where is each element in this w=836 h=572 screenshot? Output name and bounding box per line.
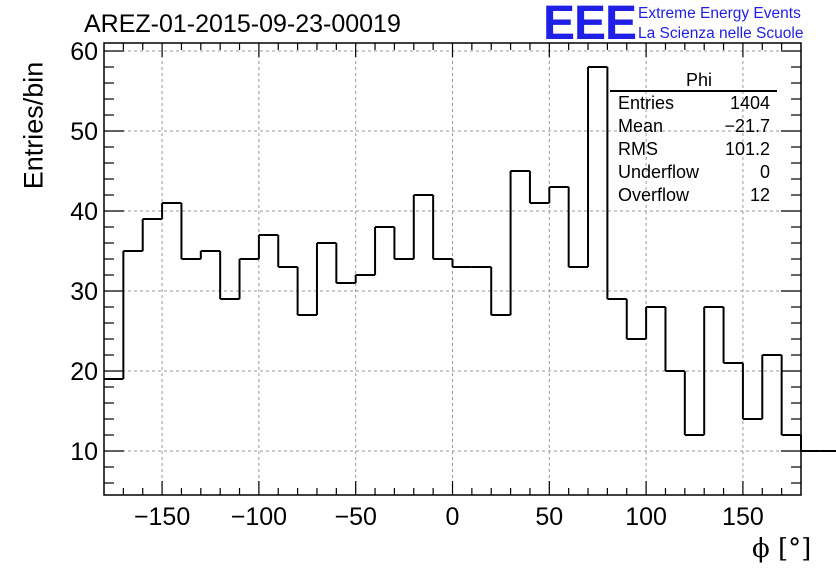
stats-value: 1404 — [729, 93, 770, 113]
stats-row-mean: Mean −21.7 — [610, 115, 780, 138]
stats-value: 101.2 — [724, 139, 770, 159]
stats-value: −21.7 — [724, 116, 770, 136]
x-tick-label: 150 — [722, 503, 764, 531]
stats-divider — [610, 90, 777, 92]
stats-value: 12 — [749, 185, 770, 205]
stats-title: Phi — [685, 70, 712, 90]
stats-label: Underflow — [618, 162, 700, 182]
y-tick-label: 40 — [70, 198, 98, 226]
stats-row-underflow: Underflow 0 — [610, 161, 780, 184]
x-axis-label: ϕ [°] — [752, 534, 812, 564]
x-tick-label: −100 — [231, 503, 287, 531]
stats-row-rms: RMS 101.2 — [610, 138, 780, 161]
y-tick-label: 20 — [70, 358, 98, 386]
x-tick-label: 0 — [446, 503, 460, 531]
x-tick-label: 100 — [625, 503, 667, 531]
tick-labels: −150 −100 −50 0 50 100 150 10 20 30 40 50 60 — [70, 38, 764, 531]
logo-caption-line1: Extreme Energy Events — [638, 5, 801, 22]
chart-title: AREZ-01-2015-09-23-00019 — [84, 10, 401, 38]
eee-logo: EEE — [543, 0, 637, 50]
y-tick-label: 30 — [70, 278, 98, 306]
x-tick-label: 50 — [535, 503, 563, 531]
stats-row-overflow: Overflow 12 — [610, 184, 780, 207]
stats-label: Overflow — [618, 185, 690, 205]
logo-caption: Extreme Energy Events La Scienza nelle S… — [638, 4, 803, 44]
chart-axes — [103, 42, 802, 496]
stats-label: RMS — [618, 139, 658, 159]
stats-label: Mean — [618, 116, 664, 136]
y-tick-label: 60 — [70, 38, 98, 66]
histogram-bins — [104, 66, 836, 452]
y-axis-label: Entries/bin — [18, 61, 49, 190]
x-tick-label: −150 — [134, 503, 190, 531]
logo-caption-line2: La Scienza nelle Scuole — [638, 25, 804, 42]
y-tick-label: 50 — [70, 118, 98, 146]
stats-label: Entries — [618, 93, 675, 113]
y-tick-label: 10 — [70, 438, 98, 466]
stats-value: 0 — [759, 162, 770, 182]
x-tick-label: −50 — [334, 503, 376, 531]
stats-box: Phi Entries 1404 Mean −21.7 RMS 101.2 Un… — [610, 70, 780, 207]
stats-row-entries: Entries 1404 — [610, 92, 780, 115]
